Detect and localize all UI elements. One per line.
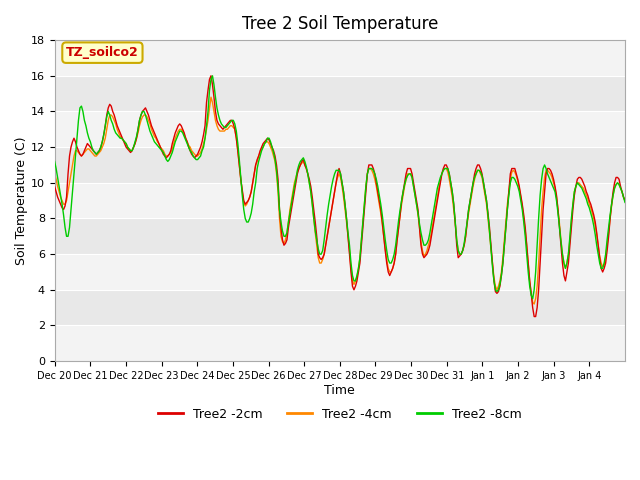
X-axis label: Time: Time [324, 384, 355, 396]
Text: TZ_soilco2: TZ_soilco2 [66, 46, 139, 59]
Legend: Tree2 -2cm, Tree2 -4cm, Tree2 -8cm: Tree2 -2cm, Tree2 -4cm, Tree2 -8cm [153, 403, 527, 425]
Bar [54, 183, 625, 218]
Bar [54, 40, 625, 76]
Y-axis label: Soil Temperature (C): Soil Temperature (C) [15, 136, 28, 265]
Bar [54, 111, 625, 147]
Bar [54, 325, 625, 361]
Bar [54, 254, 625, 290]
Title: Tree 2 Soil Temperature: Tree 2 Soil Temperature [242, 15, 438, 33]
